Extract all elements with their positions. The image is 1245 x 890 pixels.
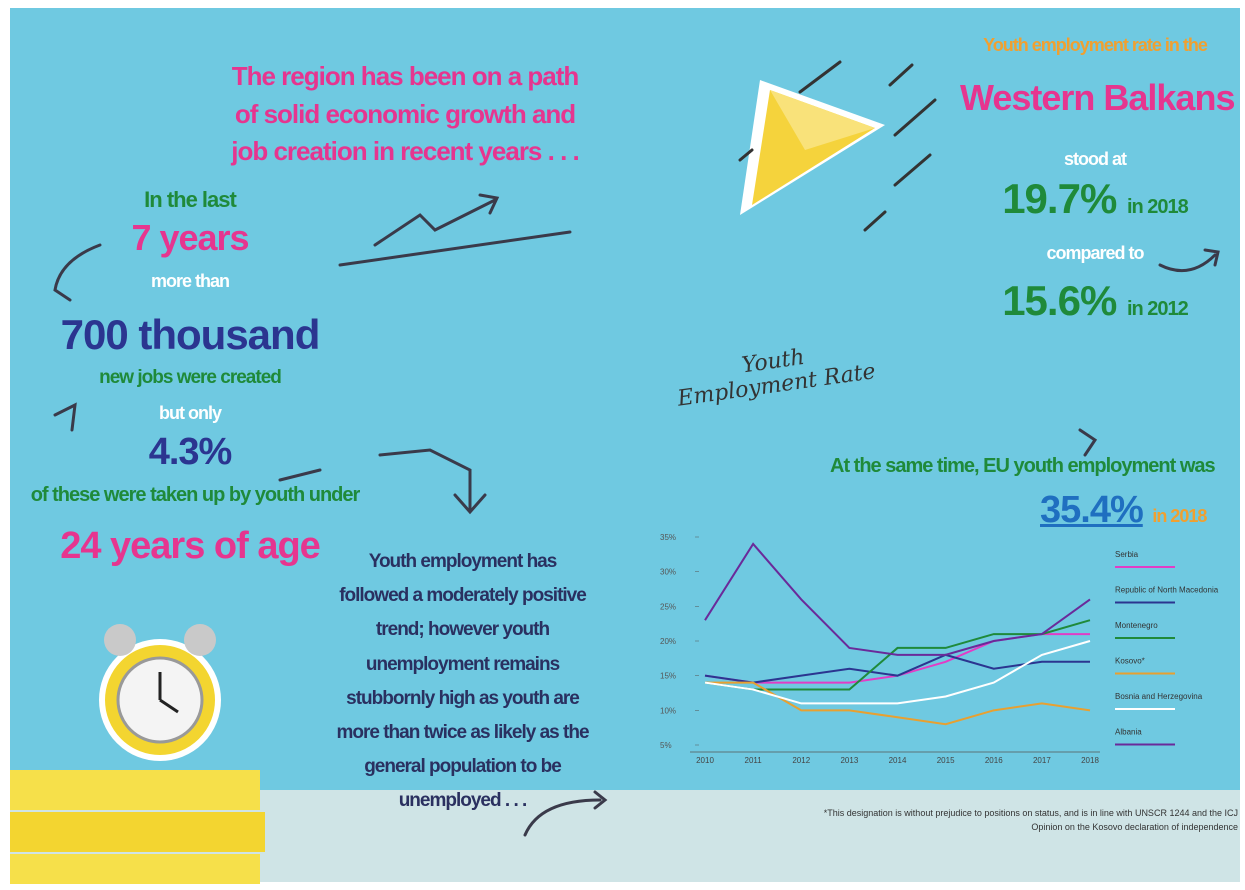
text: of these were taken up by youth under <box>30 484 361 506</box>
text: 19.7% in 2018 <box>960 175 1230 222</box>
rate: 35.4% <box>1040 489 1144 531</box>
plane-wing <box>770 90 875 150</box>
x-tick-label: 2016 <box>985 756 1003 765</box>
text: At the same time, EU youth employment wa… <box>830 455 1216 477</box>
x-tick-label: 2012 <box>792 756 810 765</box>
legend-label: Albania <box>1115 728 1142 737</box>
clock-hands <box>158 672 179 714</box>
y-tick-label: 20% <box>660 637 676 646</box>
y-tick-label: 25% <box>660 602 676 611</box>
rate: 19.7% <box>1002 175 1117 222</box>
clock-bell <box>104 624 136 656</box>
text: compared to <box>1046 243 1144 263</box>
text: Western Balkans <box>960 77 1235 118</box>
x-tick-label: 2014 <box>889 756 907 765</box>
x-tick-label: 2010 <box>696 756 714 765</box>
x-tick-label: 2017 <box>1033 756 1051 765</box>
text: 35.4% in 2018 <box>1040 489 1220 532</box>
unit: thousand <box>138 311 320 358</box>
x-tick-label: 2015 <box>937 756 955 765</box>
text: Youth employment rate in the <box>983 35 1208 55</box>
legend-label: Serbia <box>1115 550 1139 559</box>
legend-label: Montenegro <box>1115 621 1158 630</box>
trend-text: Youth employment has followed a moderate… <box>336 551 589 812</box>
trend-doodle <box>53 193 1220 837</box>
speed-lines <box>738 60 937 232</box>
text: 700 thousand <box>60 311 321 358</box>
y-tick-label: 35% <box>660 533 676 542</box>
footnote: *This designation is without prejudice t… <box>823 808 1238 833</box>
year: in 2012 <box>1126 298 1189 320</box>
text: stood at <box>1064 149 1127 169</box>
text: 4.3% <box>148 431 233 473</box>
book <box>10 770 260 810</box>
y-tick-label: 30% <box>660 568 676 577</box>
series-line <box>704 619 1091 691</box>
series-line <box>704 542 1091 656</box>
legend-label: Bosnia and Herzegovina <box>1115 692 1203 701</box>
text: In the last <box>144 187 237 212</box>
clock-bell <box>184 624 216 656</box>
book <box>10 854 260 884</box>
number: 700 <box>60 311 129 358</box>
headline: The region has been on a path of solid e… <box>231 61 579 167</box>
y-tick-label: 10% <box>660 706 676 715</box>
series-line <box>704 653 1090 684</box>
legend-label: Kosovo* <box>1115 657 1145 666</box>
text: 24 years of age <box>60 525 321 567</box>
rate: 15.6% <box>1002 277 1117 324</box>
x-tick-label: 2011 <box>745 756 763 765</box>
book <box>10 812 265 852</box>
x-tick-label: 2018 <box>1081 756 1099 765</box>
x-tick-label: 2013 <box>840 756 858 765</box>
year: in 2018 <box>1152 506 1207 526</box>
text: 15.6% in 2012 <box>960 277 1230 324</box>
y-tick-label: 5% <box>660 741 672 750</box>
series-line <box>704 640 1091 705</box>
series-line <box>705 681 1091 726</box>
y-tick-label: 15% <box>660 672 676 681</box>
text: but only <box>159 403 222 423</box>
text: more than <box>150 271 230 291</box>
legend-label: Republic of North Macedonia <box>1115 586 1219 595</box>
year: in 2018 <box>1126 196 1189 218</box>
text: 7 years <box>131 217 249 258</box>
text: new jobs were created <box>99 367 282 388</box>
